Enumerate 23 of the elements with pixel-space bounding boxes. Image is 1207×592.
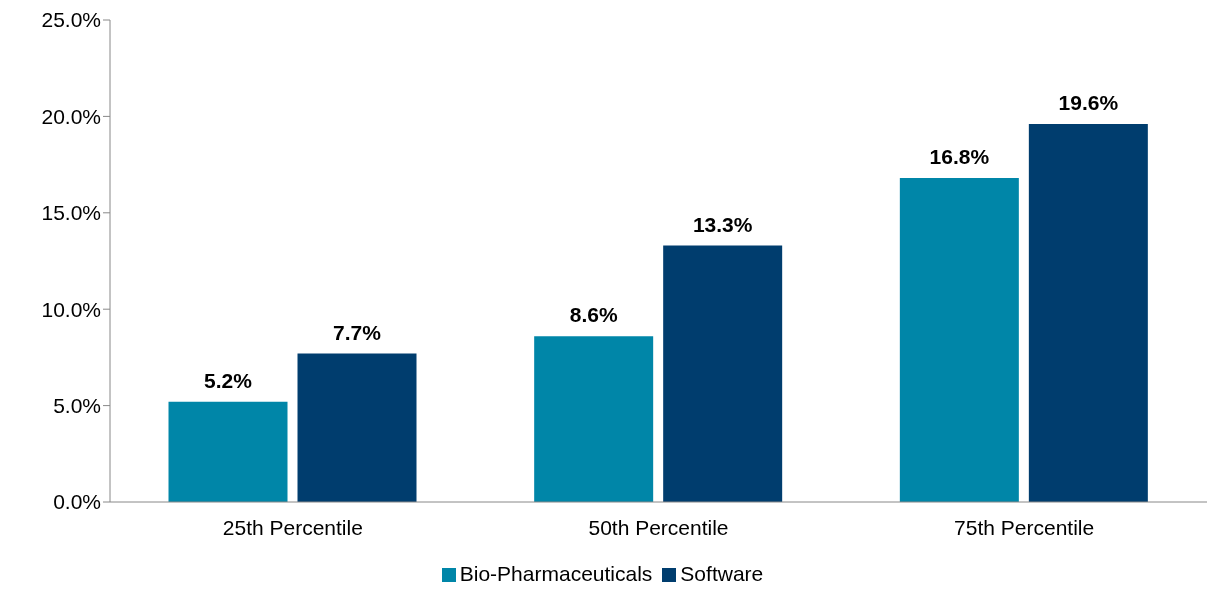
bar — [1028, 124, 1148, 502]
y-tick-label: 15.0% — [41, 201, 101, 225]
x-tick-label: 25th Percentile — [222, 515, 363, 539]
data-label: 13.3% — [692, 212, 753, 236]
y-tick-label: 20.0% — [41, 104, 101, 128]
data-label: 7.7% — [333, 320, 382, 344]
y-tick-label: 5.0% — [53, 394, 101, 418]
bar — [534, 336, 654, 502]
data-label: 5.2% — [204, 368, 253, 392]
data-label: 19.6% — [1058, 91, 1119, 115]
legend-label: Software — [680, 562, 764, 585]
data-label: 8.6% — [569, 303, 618, 327]
bar — [297, 353, 417, 502]
y-tick-label: 10.0% — [41, 297, 101, 321]
y-tick-label: 0.0% — [53, 490, 101, 514]
x-tick-label: 75th Percentile — [954, 515, 1095, 539]
bar — [663, 245, 783, 502]
y-tick-label: 25.0% — [41, 8, 101, 32]
data-label: 16.8% — [929, 145, 990, 169]
bar — [899, 178, 1019, 502]
legend-label: Bio-Pharmaceuticals — [459, 562, 653, 585]
bar — [168, 401, 288, 502]
x-tick-label: 50th Percentile — [588, 515, 729, 539]
